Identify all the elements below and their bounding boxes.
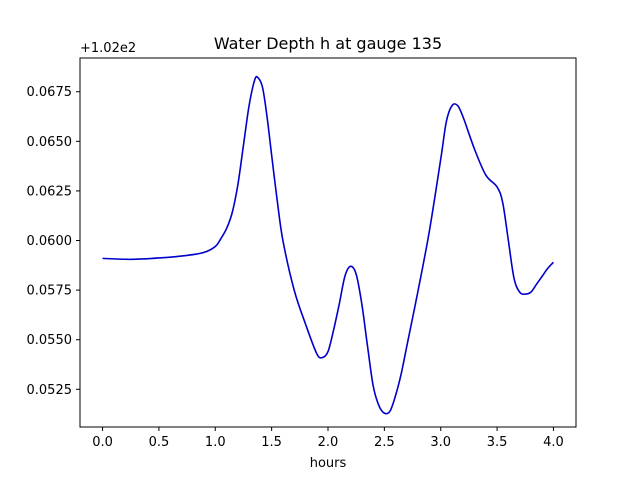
y-tick-label: 0.0650 [27, 135, 73, 150]
x-tick-label: 1.0 [205, 435, 226, 450]
x-tick-label: 2.0 [318, 435, 339, 450]
x-tick-label: 1.5 [261, 435, 282, 450]
y-tick-label: 0.0575 [27, 284, 73, 299]
y-tick-label: 0.0550 [27, 333, 73, 348]
axes-frame [79, 57, 577, 428]
x-tick-label: 3.5 [487, 435, 508, 450]
x-tick-label: 4.0 [543, 435, 564, 450]
plot-area [79, 57, 577, 428]
x-tick-label: 0.0 [92, 435, 113, 450]
series-line [102, 75, 555, 415]
y-tick-label: 0.0625 [27, 184, 73, 199]
x-tick-label: 0.5 [149, 435, 170, 450]
y-tick-label: 0.0525 [27, 383, 73, 398]
chart-title: Water Depth h at gauge 135 [214, 34, 442, 53]
y-tick-label: 0.0675 [27, 85, 73, 100]
x-tick-label: 3.0 [430, 435, 451, 450]
x-axis: 0.0 0.5 1.0 1.5 2.0 2.5 3.0 3.5 4.0 [92, 427, 564, 450]
y-tick-label: 0.0600 [27, 234, 73, 249]
x-tick-label: 2.5 [374, 435, 395, 450]
y-axis: 0.0525 0.0550 0.0575 0.0600 0.0625 0.0650 0.06… [27, 85, 80, 398]
x-axis-label: hours [310, 456, 347, 471]
y-offset-label: +1.02e2 [80, 41, 136, 56]
